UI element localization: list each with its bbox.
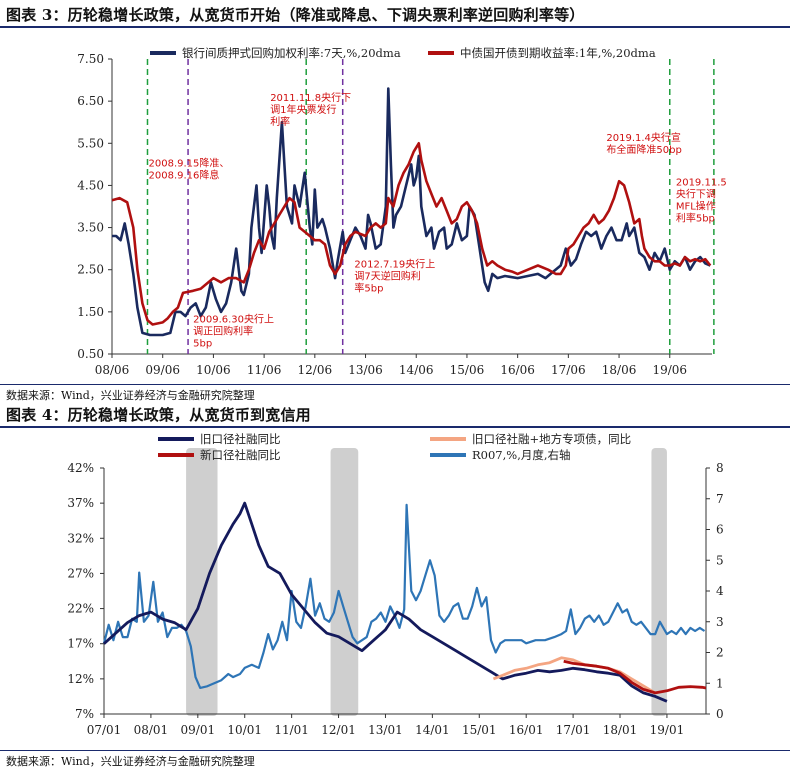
figure-4-source: 数据来源：Wind，兴业证券经济与金融研究院整理 xyxy=(6,755,255,768)
x-tick-label: 17/06 xyxy=(551,363,586,377)
legend-label: 旧口径社融+地方专项债，同比 xyxy=(472,432,631,446)
annotation-text: 调7天逆回购利 xyxy=(354,270,420,283)
y-left-tick-label: 42% xyxy=(67,461,94,475)
annotation-text: 2019.1.4央行宣 xyxy=(606,131,681,144)
x-tick-label: 09/01 xyxy=(181,723,216,737)
annotation-text: 2008.9.16降息 xyxy=(149,168,220,181)
annotation-text: 率5bp xyxy=(354,282,383,295)
x-tick-label: 16/06 xyxy=(500,363,535,377)
y-tick-label: 7.50 xyxy=(77,52,104,66)
x-tick-label: 10/01 xyxy=(227,723,262,737)
legend-label: 新口径社融同比 xyxy=(200,448,281,462)
y-tick-label: 4.50 xyxy=(77,178,104,192)
figure-3-top-rule xyxy=(0,26,790,28)
annotation-text: 利率5bp xyxy=(676,211,715,224)
legend-label: 旧口径社融同比 xyxy=(200,432,281,446)
y-right-tick-label: 6 xyxy=(716,523,724,537)
x-tick-label: 10/06 xyxy=(196,363,231,377)
y-left-tick-label: 37% xyxy=(67,496,94,510)
figure-4-chart: 7% 12% 17% 22% 27% 32% 37% 42% 0 1 2 3 4 5 6 7 8 07/01 08/… xyxy=(67,432,724,737)
x-tick-label: 11/06 xyxy=(247,363,282,377)
y-right-tick-label: 4 xyxy=(716,584,724,598)
y-left-tick-label: 22% xyxy=(67,602,94,616)
figure-3-title: 图表 3：历轮稳增长政策，从宽货币开始（降准或降息、下调央票利率逆回购利率等） xyxy=(6,6,585,24)
y-right-tick-label: 7 xyxy=(716,492,724,506)
x-tick-label: 18/06 xyxy=(602,363,637,377)
x-tick-label: 12/01 xyxy=(321,723,356,737)
annotation-text: 5bp xyxy=(193,338,212,349)
x-tick-label: 08/06 xyxy=(95,363,130,377)
y-left-tick-label: 17% xyxy=(67,637,94,651)
annotation-text: 2011.11.8央行下 xyxy=(270,91,351,104)
annotation-text: 2019.11.5 xyxy=(676,177,727,188)
y-tick-label: 6.50 xyxy=(77,94,104,108)
legend-label: R007,%,月度,右轴 xyxy=(472,448,571,462)
x-tick-label: 16/01 xyxy=(509,723,544,737)
annotation-text: 调正回购利率 xyxy=(193,324,253,337)
series-line-new-tsf xyxy=(563,659,707,695)
legend-label: 中债国开债到期收益率:1年,%,20dma xyxy=(460,46,656,60)
figure-3-bottom-rule xyxy=(0,384,790,385)
shaded-period xyxy=(330,448,359,716)
x-tick-label: 15/06 xyxy=(450,363,485,377)
y-tick-label: 0.50 xyxy=(77,347,104,361)
x-tick-label: 11/01 xyxy=(274,723,309,737)
annotation-text: 利率 xyxy=(270,115,290,128)
x-tick-label: 13/06 xyxy=(348,363,383,377)
annotation-text: 央行下调 xyxy=(676,187,716,200)
x-tick-label: 18/01 xyxy=(603,723,638,737)
series-line-cdb-yield xyxy=(111,142,712,326)
annotation-text: 2008.9.15降准、 xyxy=(149,156,230,169)
x-tick-label: 13/01 xyxy=(368,723,403,737)
figure-4-bottom-rule xyxy=(0,750,790,751)
y-right-tick-label: 8 xyxy=(716,461,724,475)
y-left-tick-label: 7% xyxy=(75,707,94,721)
x-tick-label: 12/06 xyxy=(298,363,333,377)
annotation-text: 2009.6.30央行上 xyxy=(193,312,274,325)
y-right-tick-label: 5 xyxy=(716,553,724,567)
x-tick-label: 19/06 xyxy=(652,363,687,377)
legend-label: 银行间质押式回购加权利率:7天,%,20dma xyxy=(182,46,401,60)
series-line-old-tsf xyxy=(103,501,668,703)
y-left-tick-label: 27% xyxy=(67,566,94,580)
x-tick-label: 07/01 xyxy=(87,723,122,737)
x-tick-label: 15/01 xyxy=(462,723,497,737)
annotation-text: 布全面降准50bp xyxy=(606,143,681,156)
annotation-text: 调1年央票发行 xyxy=(270,103,336,116)
y-tick-label: 2.50 xyxy=(77,263,104,277)
y-right-tick-label: 0 xyxy=(716,707,724,721)
y-tick-label: 3.50 xyxy=(77,221,104,235)
figure-3-source: 数据来源：Wind，兴业证券经济与金融研究院整理 xyxy=(6,389,255,402)
x-tick-label: 09/06 xyxy=(145,363,180,377)
figure-4-title: 图表 4：历轮稳增长政策，从宽货币到宽信用 xyxy=(6,406,311,424)
shaded-period xyxy=(186,448,218,716)
x-tick-label: 17/01 xyxy=(556,723,591,737)
shaded-period xyxy=(651,448,667,716)
x-tick-label: 14/01 xyxy=(415,723,450,737)
y-right-tick-label: 1 xyxy=(716,676,724,690)
y-tick-label: 1.50 xyxy=(77,305,104,319)
series-line-tsf-plus-bonds xyxy=(492,656,656,695)
y-right-tick-label: 2 xyxy=(716,646,724,660)
annotation-text: 2012.7.19央行上 xyxy=(354,258,435,271)
x-tick-label: 08/01 xyxy=(134,723,169,737)
series-line-repo-rate xyxy=(112,87,711,337)
y-left-tick-label: 32% xyxy=(67,531,94,545)
figure-3-chart: 0.50 1.50 2.50 3.50 4.50 5.50 6.50 7.50 08/06 09/… xyxy=(77,46,727,377)
figure-4-top-rule xyxy=(0,426,790,428)
y-tick-label: 5.50 xyxy=(77,136,104,150)
x-tick-label: 14/06 xyxy=(399,363,434,377)
annotation-text: MFL操作 xyxy=(676,199,716,212)
series-line-r007 xyxy=(102,503,706,689)
x-tick-label: 19/01 xyxy=(650,723,685,737)
y-right-tick-label: 3 xyxy=(716,615,724,629)
y-left-tick-label: 12% xyxy=(67,672,94,686)
